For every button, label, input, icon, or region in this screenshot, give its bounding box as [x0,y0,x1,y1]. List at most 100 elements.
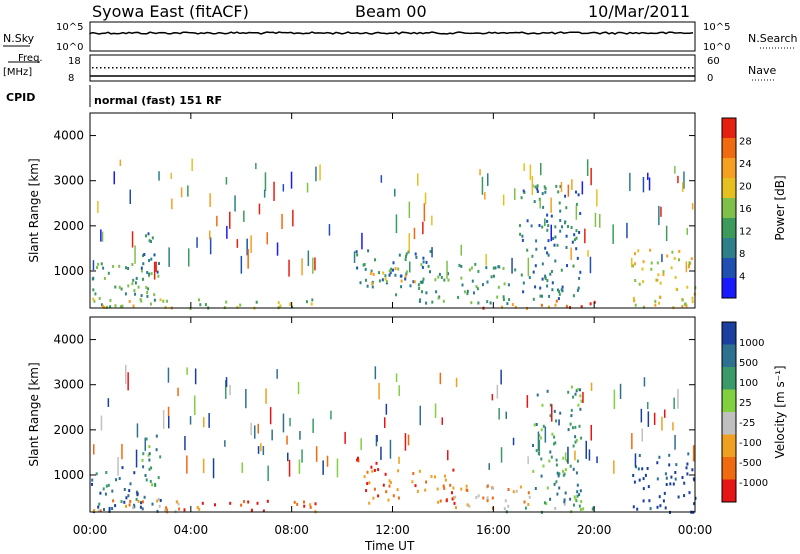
freq-trace [90,67,695,77]
power-cell [634,303,637,307]
velocity-cells [91,364,697,514]
velocity-cell [114,504,117,508]
power-cell [145,234,147,238]
power-streak [581,181,584,195]
power-cell [355,250,358,254]
velocity-streak [564,452,567,461]
velocity-cell [685,466,688,470]
power-cell [131,282,134,286]
velocity-cell [154,484,157,487]
power-cell [421,290,423,294]
velocity-cell [373,487,376,491]
nave-dot [528,67,530,69]
power-cell [425,291,428,295]
velocity-cell [372,496,375,500]
power-colorbar-segment [722,178,736,198]
velocity-cell [125,504,127,508]
velocity-cell [575,389,578,393]
velocity-cell [133,471,136,475]
velocity-colorbar-frame [721,321,737,503]
power-streak [531,175,534,195]
velocity-streak [315,446,318,462]
velocity-cell [527,503,530,506]
velocity-streak [551,404,553,422]
nave-dot [140,67,142,69]
power-cell [508,298,511,302]
power-cell [435,290,438,294]
nave-dot [644,67,646,69]
velocity-cell [175,500,178,504]
power-cell [107,271,110,275]
power-cell [421,265,424,269]
power-streak [209,193,211,208]
velocity-cell [97,505,100,509]
velocity-cell [507,504,510,508]
velocity-cell [669,482,672,486]
velocity-cell [554,507,557,510]
nave-dot [404,67,406,69]
power-cell [565,304,568,308]
power-streak [290,171,293,189]
nave-dot [536,67,538,69]
power-cell [546,251,549,255]
nave-dot [380,67,382,69]
power-cell [565,234,568,238]
velocity-cell [637,467,640,471]
nsky-line [89,31,694,35]
velocity-cell [658,455,661,459]
velocity-streak [488,463,490,470]
velocity-cell [486,496,489,500]
power-colorbar-tick: 20 [739,182,752,193]
velocity-streak [121,443,123,460]
velocity-cell [104,492,107,496]
power-cell [691,300,694,304]
nave-dot [656,67,658,69]
velocity-cell [120,500,123,504]
velocity-cell [564,468,567,472]
power-cell [551,281,554,285]
y-tick-label: 2000 [53,219,84,233]
power-cell [400,274,403,278]
velocity-cell [638,478,641,482]
power-cell [398,253,401,257]
nave-dot [512,67,514,69]
power-cell [579,212,582,215]
velocity-cell [129,482,132,486]
power-streak [246,238,248,256]
velocity-cell [183,508,186,512]
power-streak [170,172,172,180]
power-cell [400,285,403,289]
nave-dot [576,67,578,69]
nave-dot [300,67,302,69]
power-cell [519,232,522,236]
velocity-cell [465,484,468,488]
power-cell [519,224,521,228]
velocity-cell [533,423,536,427]
velocity-cell [572,395,575,399]
power-cell [468,268,471,272]
nave-dot [416,67,418,69]
velocity-ylabel: Slant Range [km] [27,362,41,466]
nave-dot [352,67,354,69]
power-streak [424,192,427,205]
velocity-cell [115,478,118,482]
power-cell [151,236,154,240]
nave-dot [456,67,458,69]
power-cell [558,290,560,293]
y-tick-label: 4000 [53,129,84,143]
power-cell [114,304,117,308]
power-cell [502,298,505,302]
power-cell [157,274,160,278]
velocity-cell [553,409,556,413]
velocity-cell [142,452,145,456]
power-cells [91,158,697,310]
velocity-streak [265,388,267,404]
power-cell [486,280,489,284]
power-cell [520,196,523,200]
power-cell [134,292,136,296]
velocity-cell [149,479,152,483]
power-cell [422,260,425,264]
power-streak [319,164,321,181]
nave-dot [608,67,610,69]
velocity-cell [314,502,317,506]
